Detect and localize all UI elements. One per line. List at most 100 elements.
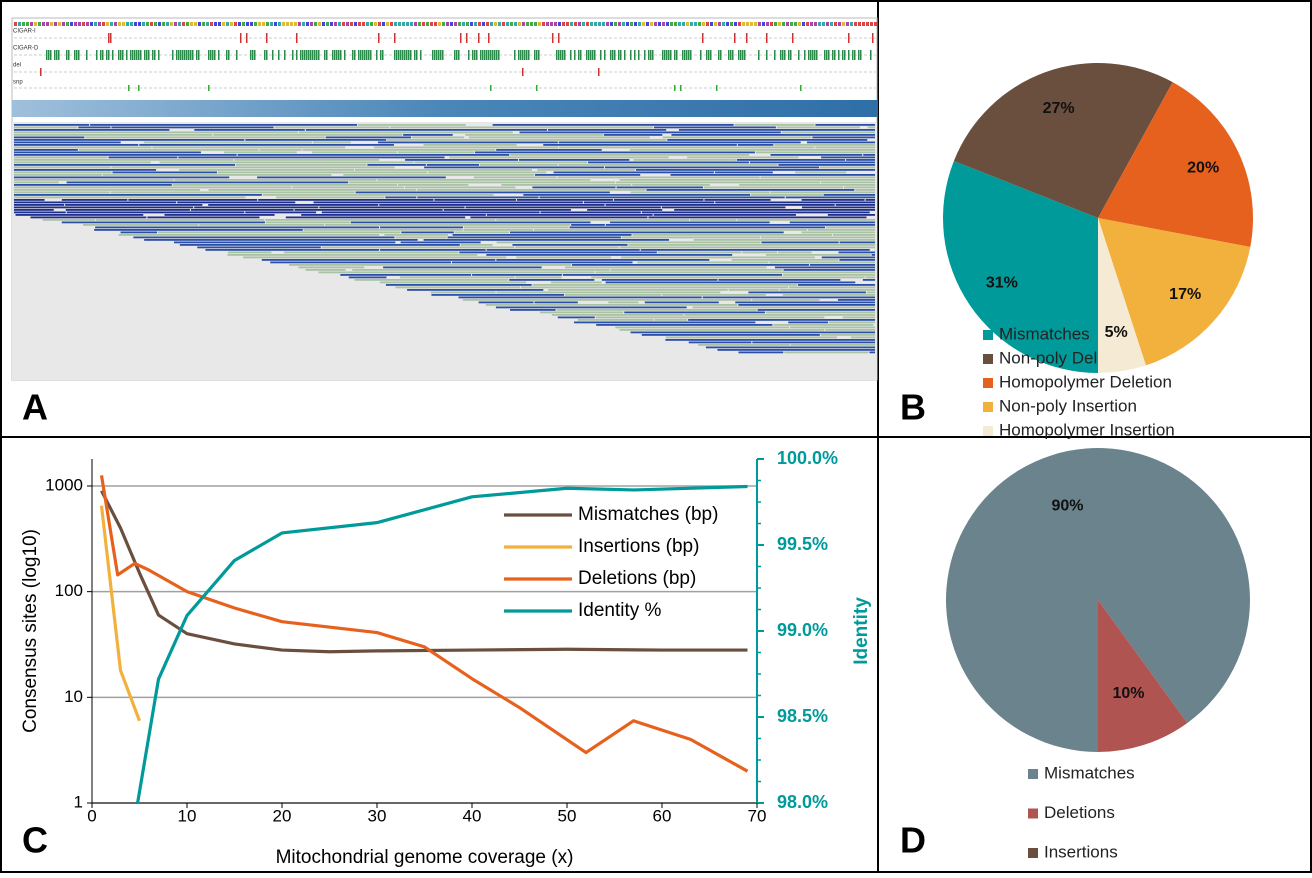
read xyxy=(213,134,402,136)
ruler-tick xyxy=(634,22,637,26)
read xyxy=(698,344,789,346)
track-mark xyxy=(338,50,340,60)
read xyxy=(78,127,110,129)
read xyxy=(756,152,875,154)
track-mark xyxy=(780,50,782,60)
ruler-tick xyxy=(874,22,877,26)
track-mark xyxy=(624,50,626,60)
read xyxy=(111,192,355,194)
read xyxy=(14,124,89,126)
read xyxy=(642,334,820,336)
ruler-tick xyxy=(510,22,513,26)
read xyxy=(298,267,364,269)
read xyxy=(791,344,875,346)
read xyxy=(152,147,345,149)
ruler-tick xyxy=(270,22,273,26)
track-mark xyxy=(706,50,708,60)
x-tick-label: 30 xyxy=(368,806,387,825)
ruler-tick xyxy=(38,22,41,26)
read xyxy=(663,137,812,139)
track-mark xyxy=(730,50,732,60)
ruler-tick xyxy=(58,22,61,26)
ruler-tick xyxy=(150,22,153,26)
ruler-tick xyxy=(442,22,445,26)
track-mark xyxy=(834,50,836,60)
ruler-tick xyxy=(818,22,821,26)
track-mark xyxy=(212,50,214,60)
track-mark xyxy=(490,85,492,91)
read xyxy=(395,237,446,239)
read xyxy=(840,242,875,244)
read xyxy=(228,254,478,256)
read xyxy=(688,319,875,321)
read xyxy=(782,132,875,134)
track-mark xyxy=(378,33,380,43)
read xyxy=(771,192,875,194)
read xyxy=(427,164,479,166)
ruler-tick xyxy=(578,22,581,26)
ruler-tick xyxy=(666,22,669,26)
read xyxy=(405,159,518,161)
ruler-tick xyxy=(106,22,109,26)
read xyxy=(788,322,828,324)
track-mark xyxy=(734,33,736,43)
read xyxy=(175,179,377,181)
data-label: 90% xyxy=(1051,497,1083,514)
read xyxy=(717,349,875,351)
read xyxy=(671,174,875,176)
track-mark xyxy=(746,33,748,43)
ruler-tick xyxy=(850,22,853,26)
read xyxy=(596,324,772,326)
read xyxy=(617,187,703,189)
read xyxy=(523,194,750,196)
ruler-tick xyxy=(426,22,429,26)
read xyxy=(314,202,583,204)
read xyxy=(851,337,875,339)
track-mark xyxy=(612,50,614,60)
ruler-tick xyxy=(534,22,537,26)
track-mark xyxy=(738,50,740,60)
read xyxy=(14,189,200,191)
read xyxy=(780,289,875,291)
ruler-tick xyxy=(438,22,441,26)
ruler-tick xyxy=(302,22,305,26)
read xyxy=(414,162,587,164)
ruler-tick xyxy=(490,22,493,26)
read xyxy=(738,304,875,306)
read xyxy=(631,332,875,334)
read xyxy=(537,169,635,171)
track-mark xyxy=(732,50,734,60)
read xyxy=(540,312,623,314)
read xyxy=(820,167,875,169)
track-mark xyxy=(458,50,460,60)
ruler-tick xyxy=(326,22,329,26)
read xyxy=(318,272,594,274)
read xyxy=(863,154,875,156)
read xyxy=(380,249,486,251)
track-mark xyxy=(808,50,810,60)
ruler-tick xyxy=(710,22,713,26)
read xyxy=(646,189,854,191)
ruler-tick xyxy=(174,22,177,26)
track-mark xyxy=(218,50,220,60)
read xyxy=(548,289,727,291)
track-mark xyxy=(324,50,326,60)
read xyxy=(14,169,156,171)
track-mark xyxy=(720,50,722,60)
ruler-tick xyxy=(66,22,69,26)
ruler-tick xyxy=(194,22,197,26)
ruler-tick xyxy=(390,22,393,26)
read xyxy=(424,144,517,146)
x-tick-label: 60 xyxy=(653,806,672,825)
read xyxy=(14,179,174,181)
read xyxy=(16,214,144,216)
ruler-tick xyxy=(222,22,225,26)
ruler-tick xyxy=(614,22,617,26)
track-mark xyxy=(526,50,528,60)
track-mark xyxy=(272,50,274,60)
track-mark xyxy=(644,50,646,60)
read xyxy=(790,222,875,224)
track-mark xyxy=(614,50,616,60)
track-mark xyxy=(214,50,216,60)
track-mark xyxy=(662,50,664,60)
